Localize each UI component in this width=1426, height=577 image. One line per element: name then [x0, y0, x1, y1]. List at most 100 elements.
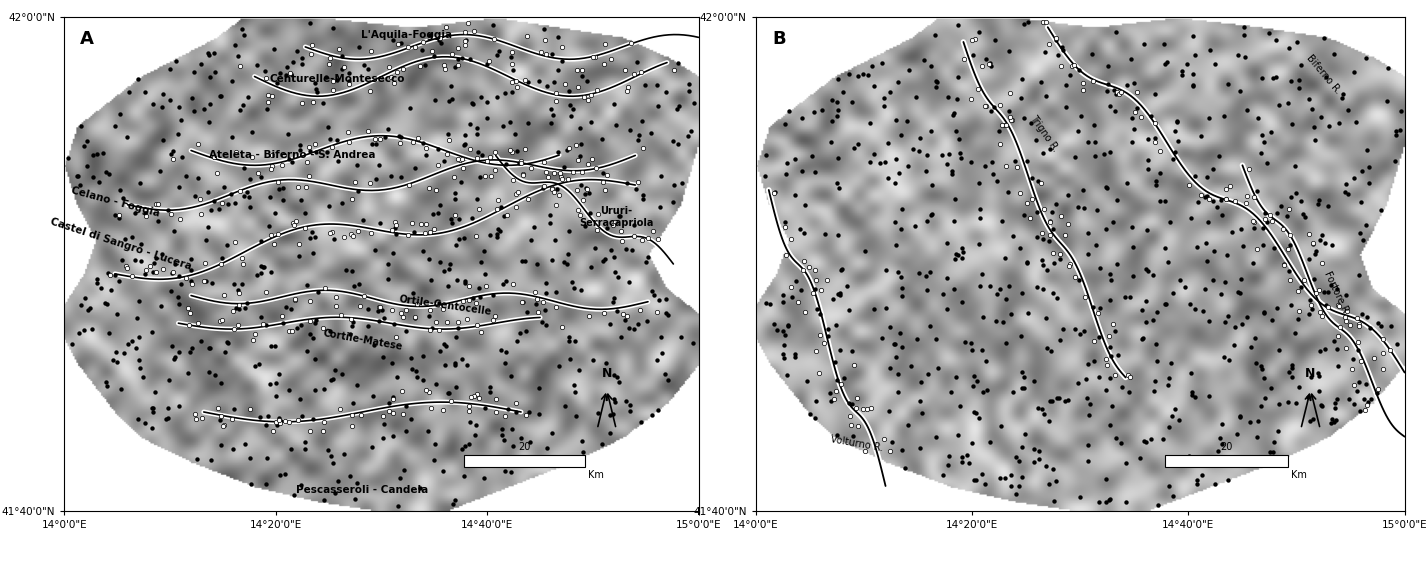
Point: [784, 154, 807, 163]
Point: [1186, 197, 1209, 207]
Point: [605, 373, 627, 382]
Point: [299, 317, 322, 326]
Point: [232, 31, 255, 40]
Point: [459, 392, 482, 402]
Point: [810, 286, 833, 295]
Point: [1323, 403, 1346, 413]
Point: [827, 230, 850, 239]
Point: [261, 91, 284, 100]
Point: [960, 339, 983, 348]
Point: [632, 191, 655, 200]
Point: [1202, 246, 1225, 256]
Point: [963, 475, 985, 485]
Point: [804, 285, 827, 294]
Point: [311, 323, 334, 332]
Point: [255, 420, 278, 429]
Point: [453, 131, 476, 140]
Point: [1161, 492, 1184, 501]
Point: [653, 369, 676, 379]
Point: [170, 279, 193, 288]
Point: [896, 162, 918, 171]
Point: [1038, 479, 1061, 488]
Bar: [463, 455, 585, 467]
Point: [1145, 176, 1168, 185]
Point: [141, 404, 164, 413]
Point: [994, 295, 1017, 304]
Point: [525, 299, 548, 309]
Point: [254, 67, 277, 76]
Point: [558, 336, 580, 346]
Point: [814, 229, 837, 238]
Point: [536, 172, 559, 181]
Point: [1031, 256, 1054, 265]
Point: [803, 266, 826, 275]
Point: [376, 274, 399, 283]
Point: [1077, 249, 1099, 258]
Point: [853, 446, 876, 455]
Point: [453, 276, 476, 286]
Point: [1077, 137, 1099, 147]
Point: [991, 317, 1014, 327]
Point: [225, 303, 248, 312]
Point: [977, 59, 1000, 69]
Point: [277, 417, 299, 426]
Point: [274, 470, 297, 479]
Point: [230, 61, 252, 70]
Point: [682, 338, 704, 347]
Point: [301, 249, 324, 258]
Point: [1154, 196, 1176, 205]
Point: [1159, 217, 1182, 226]
Point: [1168, 415, 1191, 424]
Point: [1058, 260, 1081, 269]
Point: [1145, 340, 1168, 349]
Point: [900, 362, 923, 371]
Point: [157, 403, 180, 413]
Point: [448, 214, 471, 223]
Point: [254, 288, 277, 297]
Point: [284, 294, 307, 304]
Point: [381, 409, 404, 418]
Point: [1085, 205, 1108, 215]
Point: [151, 89, 174, 99]
Point: [478, 383, 501, 392]
Point: [887, 77, 910, 87]
Point: [596, 224, 619, 233]
Point: [511, 433, 533, 443]
Point: [1196, 192, 1219, 201]
Text: A: A: [80, 29, 94, 48]
Point: [570, 436, 593, 445]
Point: [369, 134, 392, 143]
Point: [566, 156, 589, 165]
Point: [811, 106, 834, 115]
Point: [409, 220, 432, 229]
Point: [1041, 397, 1064, 406]
Point: [856, 404, 878, 414]
Point: [542, 110, 565, 119]
Point: [633, 80, 656, 89]
Point: [935, 238, 958, 248]
Point: [395, 326, 418, 335]
Point: [1281, 363, 1303, 372]
Point: [1184, 304, 1206, 313]
Point: [168, 401, 191, 410]
Point: [1316, 302, 1339, 312]
Point: [238, 174, 261, 183]
Point: [1299, 416, 1322, 425]
Point: [1262, 437, 1285, 446]
Point: [299, 426, 322, 436]
Point: [304, 78, 327, 87]
Point: [151, 136, 174, 145]
Point: [493, 411, 516, 421]
Point: [298, 171, 321, 181]
Point: [650, 349, 673, 358]
Point: [214, 348, 237, 357]
Point: [617, 323, 640, 332]
Point: [356, 321, 379, 331]
Point: [783, 350, 806, 359]
Point: [1015, 258, 1038, 268]
Point: [465, 123, 488, 132]
Point: [260, 162, 282, 171]
Point: [935, 305, 958, 314]
Point: [177, 304, 200, 313]
Point: [285, 216, 308, 226]
